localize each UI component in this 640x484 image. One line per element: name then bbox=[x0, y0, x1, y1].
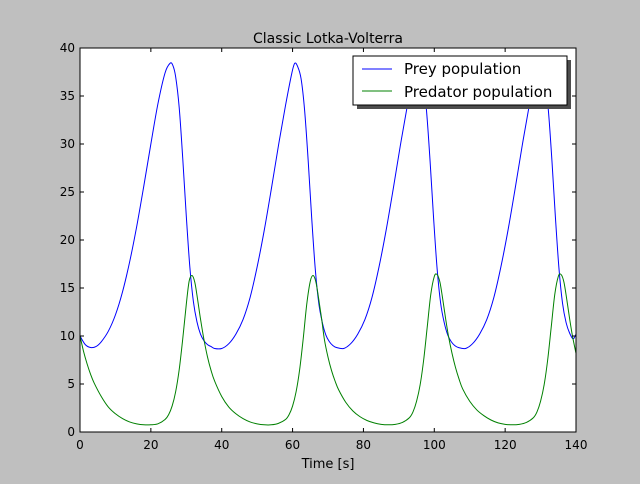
x-tick-label: 100 bbox=[423, 438, 446, 452]
y-tick-label: 40 bbox=[60, 41, 75, 55]
ticks-layer: 0 20 40 60 80 100 120 140 0 5 10 15 20 25 30 35 40 bbox=[60, 41, 588, 452]
chart-title: Classic Lotka-Volterra bbox=[253, 31, 403, 47]
y-tick-label: 35 bbox=[60, 89, 75, 103]
x-axis-label: Time [s] bbox=[301, 457, 355, 472]
y-tick-label: 15 bbox=[60, 281, 75, 295]
predator-series-line bbox=[80, 273, 576, 426]
plot-area bbox=[80, 48, 576, 432]
legend: Prey population Predator population bbox=[352, 55, 571, 109]
x-tick-label: 20 bbox=[143, 438, 158, 452]
x-tick-label: 60 bbox=[285, 438, 300, 452]
y-tick-label: 30 bbox=[60, 137, 75, 151]
legend-predator-label: Predator population bbox=[404, 83, 552, 101]
plot-frame bbox=[79, 47, 577, 433]
x-tick-label: 140 bbox=[565, 438, 588, 452]
series-layer bbox=[80, 62, 576, 426]
legend-box bbox=[352, 55, 568, 106]
x-tick-label: 80 bbox=[356, 438, 371, 452]
x-tick-label: 120 bbox=[494, 438, 517, 452]
y-tick-label: 0 bbox=[67, 425, 75, 439]
x-tick-label: 40 bbox=[214, 438, 229, 452]
y-tick-label: 10 bbox=[60, 329, 75, 343]
legend-prey-label: Prey population bbox=[404, 60, 521, 78]
y-tick-label: 20 bbox=[60, 233, 75, 247]
x-tick-label: 0 bbox=[76, 438, 84, 452]
y-tick-label: 5 bbox=[67, 377, 75, 391]
prey-series-line bbox=[80, 62, 576, 350]
y-tick-label: 25 bbox=[60, 185, 75, 199]
